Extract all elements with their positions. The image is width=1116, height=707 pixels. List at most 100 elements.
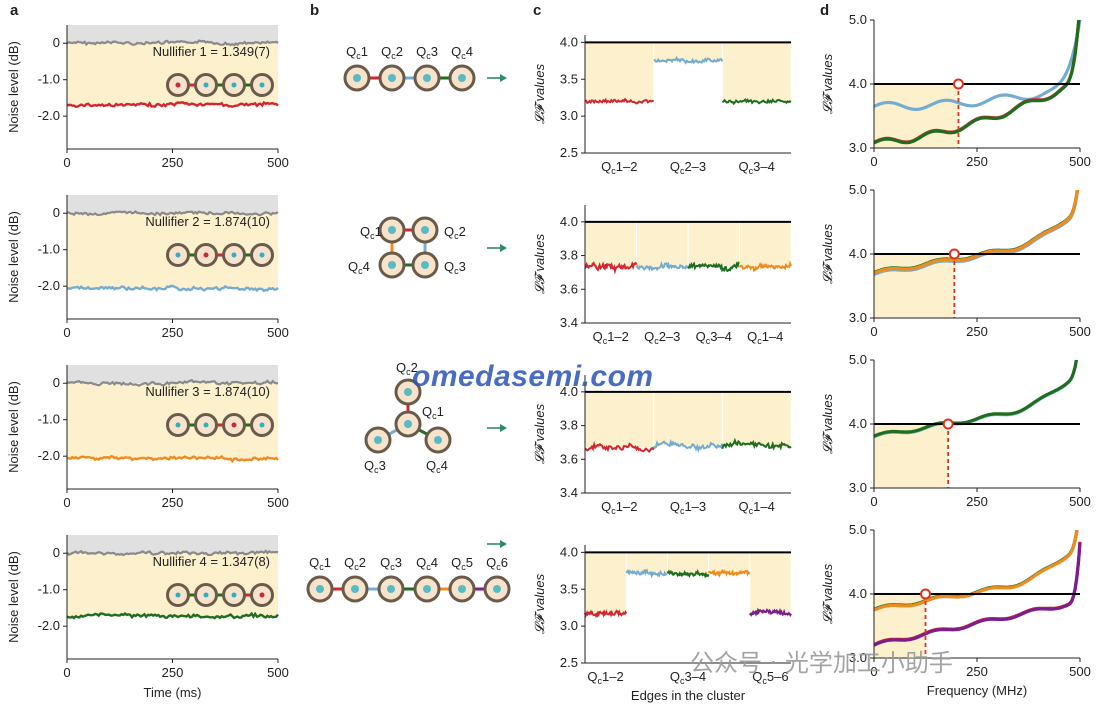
segment-trace (584, 609, 628, 619)
y-tick-label: 4.0 (560, 384, 578, 399)
x-tick-label: Qc1–4 (739, 499, 775, 516)
panel-letter-d: d (820, 2, 829, 19)
chain-node-center (259, 592, 265, 598)
y-tick-label: 3.5 (560, 71, 578, 86)
cluster-node-center (353, 74, 361, 82)
segment-trace (584, 440, 655, 453)
y-tick-label: 3.8 (560, 248, 578, 263)
x-tick-label: Qc3–4 (670, 669, 706, 686)
panel-a-row-4: 0 -1.0 -2.0 0 250 500 Noise level (dB) Nullifie… (6, 535, 289, 700)
segment-fill (750, 552, 791, 614)
curve (874, 360, 1078, 438)
sub-threshold-fill (874, 424, 949, 488)
y-axis-label: Noise level (dB) (6, 551, 21, 643)
panel-d-row-1: 3.0 4.0 5.0 0 250 500 𝓛𝓕 values (820, 12, 1091, 169)
x-tick-label: 500 (267, 325, 289, 340)
cluster-node-center (493, 585, 501, 593)
reference-trace (66, 39, 279, 47)
y-tick-label: 0 (53, 35, 60, 50)
chain-node-center (203, 82, 209, 88)
y-tick-label: -2.0 (38, 618, 60, 633)
x-tick-label: Qc1–2 (587, 669, 623, 686)
chain-node-center (175, 252, 181, 258)
chain-node-center (259, 82, 265, 88)
cluster-node-center (404, 388, 412, 396)
arrow-head (500, 424, 507, 432)
x-tick-label: 0 (870, 494, 877, 509)
y-tick-label: 3.4 (560, 485, 578, 500)
panel-c-row-3: 3.4 3.6 3.8 4.0 Qc1–2 Qc1–3 Qc1–4 𝓛𝓕 values (532, 375, 792, 516)
x-tick-label: Qc1–2 (601, 499, 637, 516)
cluster-node-center (351, 585, 359, 593)
cluster-node-label: Qc4 (416, 555, 438, 572)
y-axis-label: 𝓛𝓕 values (532, 573, 547, 634)
segment-trace (652, 438, 724, 453)
cluster-star: Qc2 Qc1 Qc3 Qc4 (364, 360, 507, 475)
curve (874, 20, 1081, 145)
cluster-node-center (458, 74, 466, 82)
panel-c-row-4: 2.5 3.0 3.5 4.0 Qc1–2 Qc3–4 Qc5–6 𝓛𝓕 values Edge… (532, 544, 792, 703)
x-tick-label: 250 (162, 665, 184, 680)
segment-fill (637, 221, 688, 268)
x-tick-label: 250 (966, 154, 988, 169)
y-axis-label: 𝓛𝓕 values (532, 63, 547, 124)
segment-fill (722, 42, 791, 102)
x-tick-label: 500 (1069, 664, 1091, 679)
x-tick-label: 500 (267, 495, 289, 510)
cluster-node-label: Qc1 (309, 555, 331, 572)
curve (874, 542, 1082, 647)
panel-c-row-1: 2.5 3.0 3.5 4.0 Qc1–2 Qc2–3 Qc3–4 𝓛𝓕 values (532, 34, 792, 176)
cluster-node-center (388, 261, 396, 269)
crossing-marker (952, 78, 964, 90)
curve (874, 190, 1080, 275)
y-tick-label: 2.5 (560, 145, 578, 160)
panel-c-row-2: 3.4 3.6 3.8 4.0 Qc1–2 Qc2–3 Qc3–4 Qc1–4 𝓛𝓕 value… (532, 205, 792, 346)
segment-trace (738, 259, 792, 273)
x-tick-label: 250 (162, 495, 184, 510)
y-axis-label: 𝓛𝓕 values (532, 403, 547, 464)
y-tick-label: -1.0 (38, 242, 60, 257)
nullifier-annotation: Nullifier 3 = 1.874(10) (145, 384, 270, 399)
segment-trace (666, 568, 710, 579)
arrow-head (500, 74, 507, 82)
y-tick-label: 0 (53, 375, 60, 390)
segment-fill (585, 42, 654, 102)
nullifier-annotation: Nullifier 1 = 1.349(7) (153, 44, 270, 59)
y-tick-label: 4.0 (849, 586, 867, 601)
noise-trace (66, 454, 279, 464)
cluster-node-center (374, 436, 382, 444)
y-tick-label: 3.0 (849, 480, 867, 495)
y-tick-label: 5.0 (849, 182, 867, 197)
cluster-linear-4: Qc1 Qc2 Qc3 Qc4 (343, 44, 507, 92)
cluster-node-label: Qc1 (360, 224, 382, 241)
x-axis-label: Edges in the cluster (631, 688, 746, 703)
x-tick-label: Qc1–4 (747, 329, 783, 346)
reference-trace (66, 378, 279, 387)
segment-trace (635, 260, 689, 272)
y-tick-label: 5.0 (849, 12, 867, 27)
panel-a-row-3: 0 -1.0 -2.0 0 250 500 Noise level (dB) Nullifie… (6, 365, 289, 510)
cluster-node-label: Qc3 (364, 458, 386, 475)
x-tick-label: 500 (1069, 154, 1091, 169)
y-tick-label: 4.0 (849, 416, 867, 431)
chain-node-center (259, 252, 265, 258)
segment-fill (585, 552, 626, 614)
segment-fill (585, 221, 636, 268)
y-tick-label: 5.0 (849, 522, 867, 537)
cluster-node-center (388, 226, 396, 234)
arrow-head (500, 540, 507, 548)
curve (874, 20, 1082, 111)
noise-trace (66, 100, 279, 109)
chain-node-center (175, 82, 181, 88)
x-tick-label: Qc2–3 (644, 329, 680, 346)
y-tick-label: 3.4 (560, 315, 578, 330)
x-tick-label: 250 (966, 494, 988, 509)
crossing-marker (948, 248, 960, 260)
y-tick-label: 3.0 (849, 650, 867, 665)
segment-trace (721, 98, 792, 106)
y-tick-label: 4.0 (849, 76, 867, 91)
y-tick-label: 3.0 (849, 140, 867, 155)
chain-node-center (259, 422, 265, 428)
x-tick-label: 250 (162, 155, 184, 170)
y-tick-label: 4.0 (560, 34, 578, 49)
